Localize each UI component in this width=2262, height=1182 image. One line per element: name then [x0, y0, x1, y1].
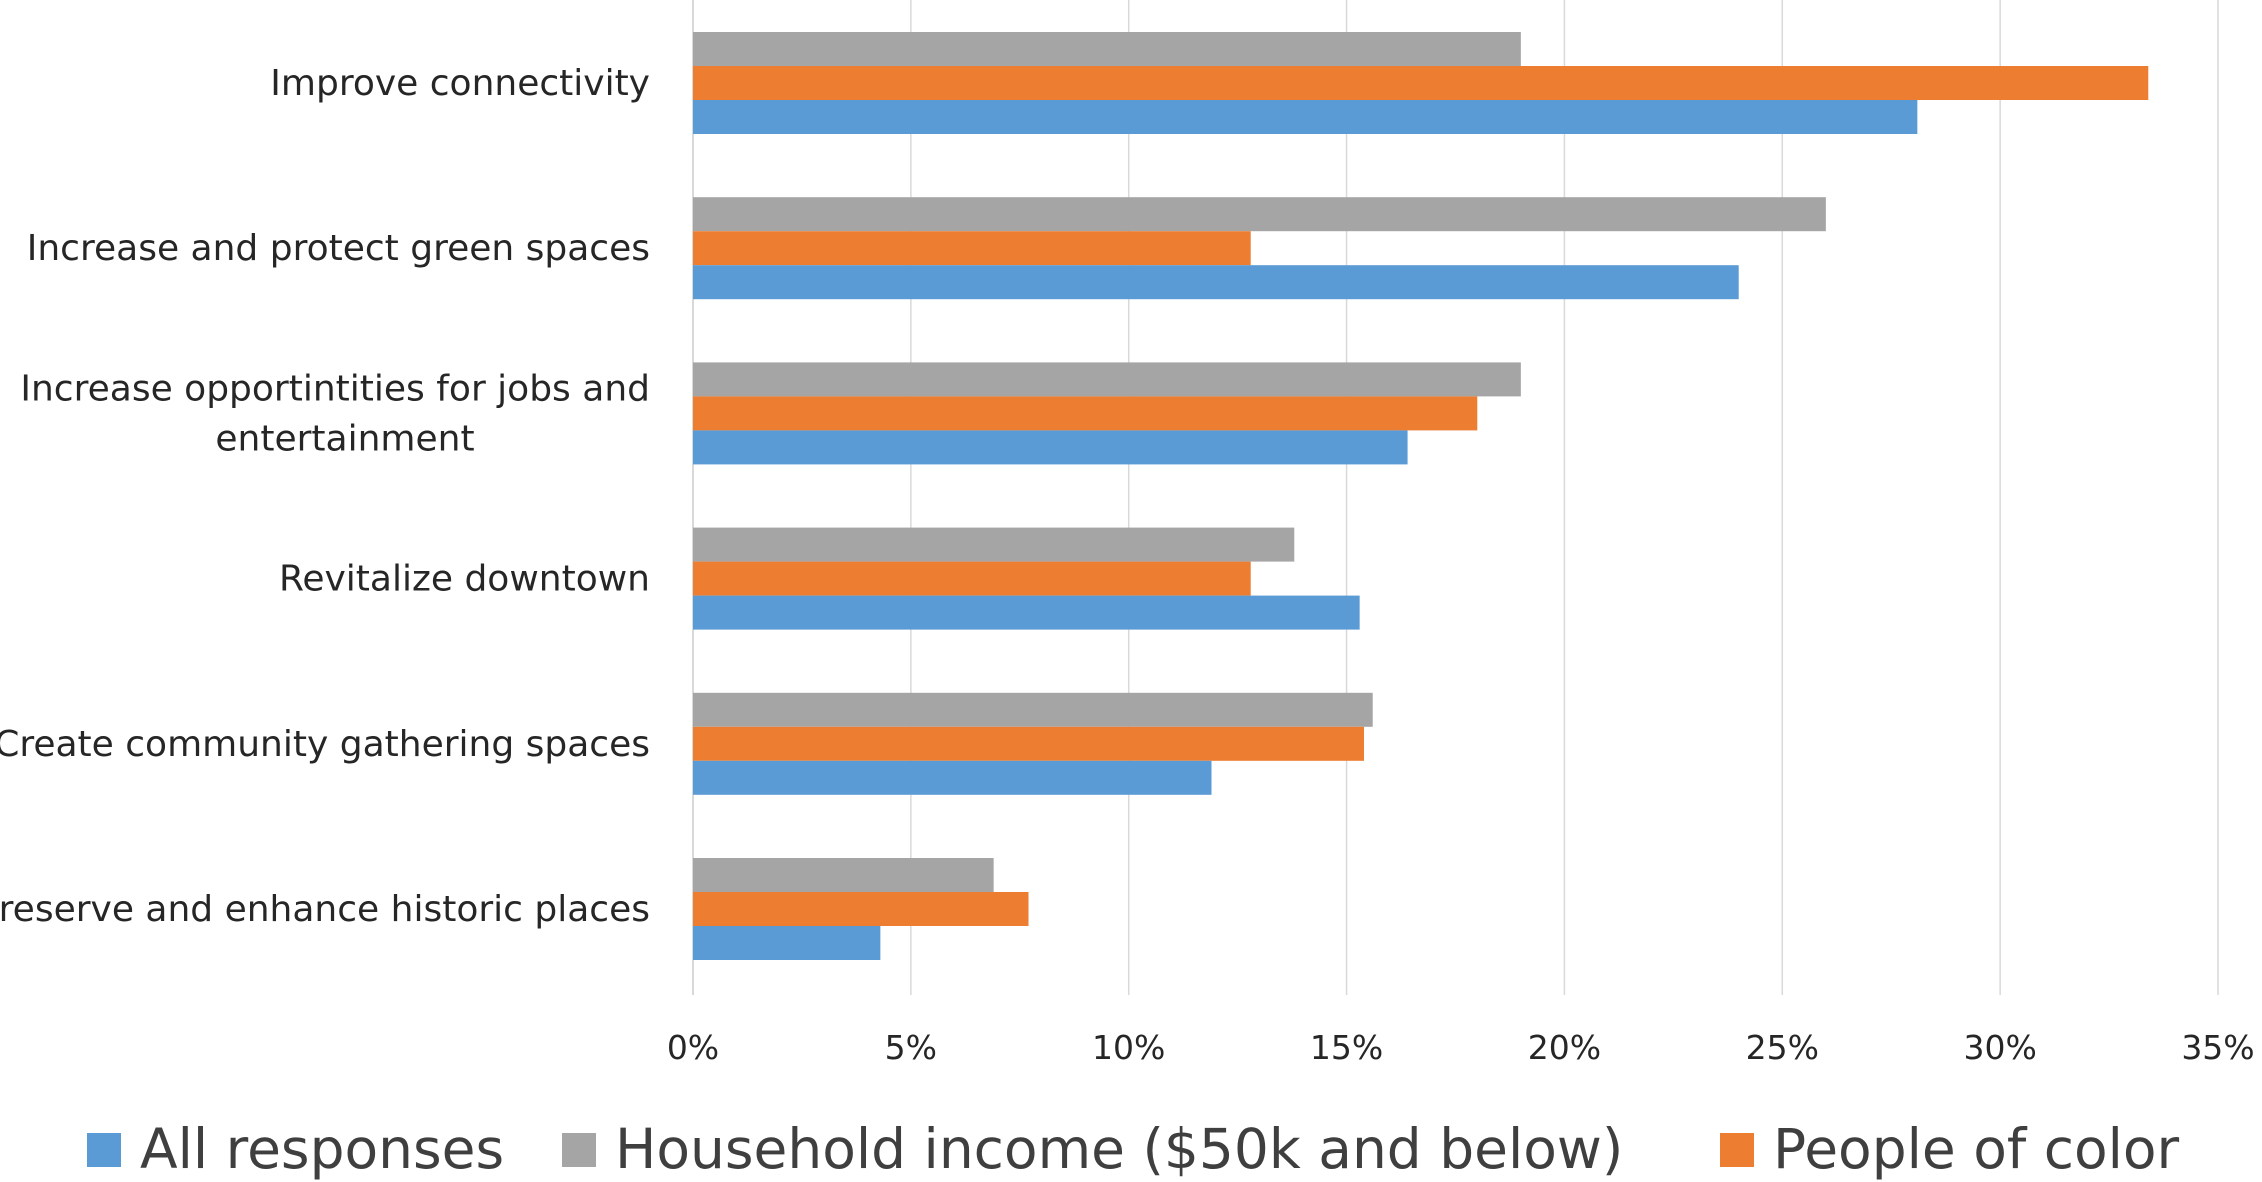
bar: [693, 396, 1478, 431]
legend: All responses Household income ($50k and …: [87, 1117, 2180, 1181]
x-tick-label: 5%: [885, 1028, 937, 1067]
bar: [693, 858, 994, 892]
category-label: Create community gathering spaces: [0, 724, 650, 765]
bar: [693, 692, 1373, 727]
bar: [693, 231, 1251, 266]
category-label: Improve connectivity: [270, 63, 650, 104]
x-tick-label: 25%: [1746, 1028, 1819, 1067]
bar: [693, 32, 1521, 66]
bar: [693, 595, 1360, 630]
legend-label: Household income ($50k and below): [615, 1117, 1623, 1181]
bar: [693, 66, 2149, 100]
x-tick-label: 30%: [1963, 1028, 2036, 1067]
category-label: Increase and protect green spaces: [27, 228, 650, 269]
bar: [693, 100, 1918, 134]
bar: [693, 726, 1364, 761]
bar: [693, 760, 1212, 795]
bars: [693, 32, 2149, 960]
x-tick-label: 35%: [2181, 1028, 2254, 1067]
category-label: Increase opportintities for jobs and: [20, 368, 650, 409]
legend-label: People of color: [1773, 1117, 2180, 1181]
category-label: Preserve and enhance historic places: [0, 889, 650, 930]
x-tick-label: 20%: [1528, 1028, 1601, 1067]
bar: [693, 527, 1295, 562]
x-tick-label: 10%: [1092, 1028, 1165, 1067]
bar: [693, 430, 1408, 465]
x-axis-tick-labels: 0% 5% 10% 15% 20% 25% 30% 35%: [667, 1028, 2255, 1067]
bar: [693, 561, 1251, 596]
bar: [693, 926, 881, 960]
category-label: entertainment: [215, 418, 474, 459]
x-tick-label: 0%: [667, 1028, 719, 1067]
bar: [693, 362, 1521, 397]
x-tick-label: 15%: [1310, 1028, 1383, 1067]
bar: [693, 892, 1029, 926]
gridlines: [692, 0, 2219, 995]
category-labels: Improve connectivity Increase and protect…: [0, 63, 650, 930]
legend-swatch: [562, 1133, 596, 1167]
legend-swatch: [87, 1133, 121, 1167]
category-label: Revitalize downtown: [279, 559, 650, 600]
legend-label: All responses: [140, 1117, 504, 1181]
legend-swatch: [1720, 1133, 1754, 1167]
bar: [693, 265, 1739, 300]
bar: [693, 197, 1826, 232]
